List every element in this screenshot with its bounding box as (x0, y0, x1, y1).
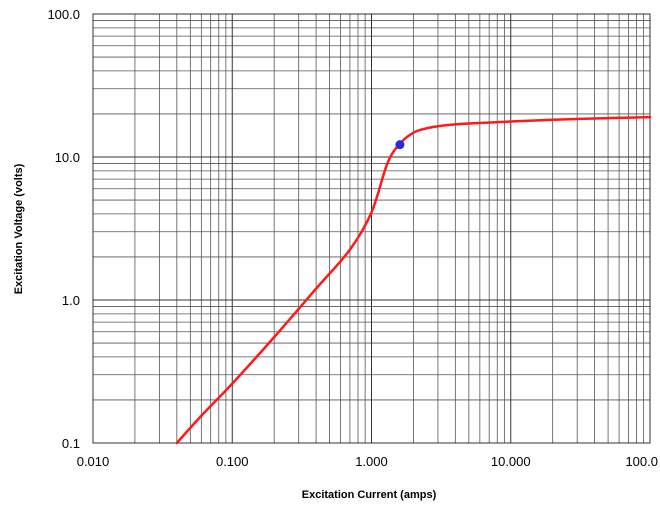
y-tick-label: 10.0 (55, 150, 80, 165)
y-tick-label: 1.0 (62, 293, 80, 308)
x-tick-label: 0.100 (216, 454, 249, 469)
major-gridlines (92, 13, 651, 444)
series-layer (175, 115, 652, 445)
y-tick-labels: 0.1 1.0 10.0 100.0 (47, 7, 80, 451)
operating-point-marker (395, 140, 405, 150)
point-layer (395, 140, 405, 150)
x-axis-title: Excitation Current (amps) (302, 489, 437, 501)
y-tick-label: 100.0 (47, 7, 80, 22)
plot-frame (92, 13, 651, 444)
y-tick-label: 0.1 (62, 436, 80, 451)
x-tick-label: 0.010 (77, 454, 110, 469)
y-axis-title: Excitation Voltage (volts) (13, 163, 25, 294)
x-tick-label: 1.000 (355, 454, 388, 469)
x-tick-labels: 0.010 0.100 1.000 10.000 100.0 (77, 454, 658, 469)
excitation-curve (175, 115, 652, 445)
x-tick-label: 10.000 (491, 454, 531, 469)
x-tick-label: 100.0 (625, 454, 658, 469)
